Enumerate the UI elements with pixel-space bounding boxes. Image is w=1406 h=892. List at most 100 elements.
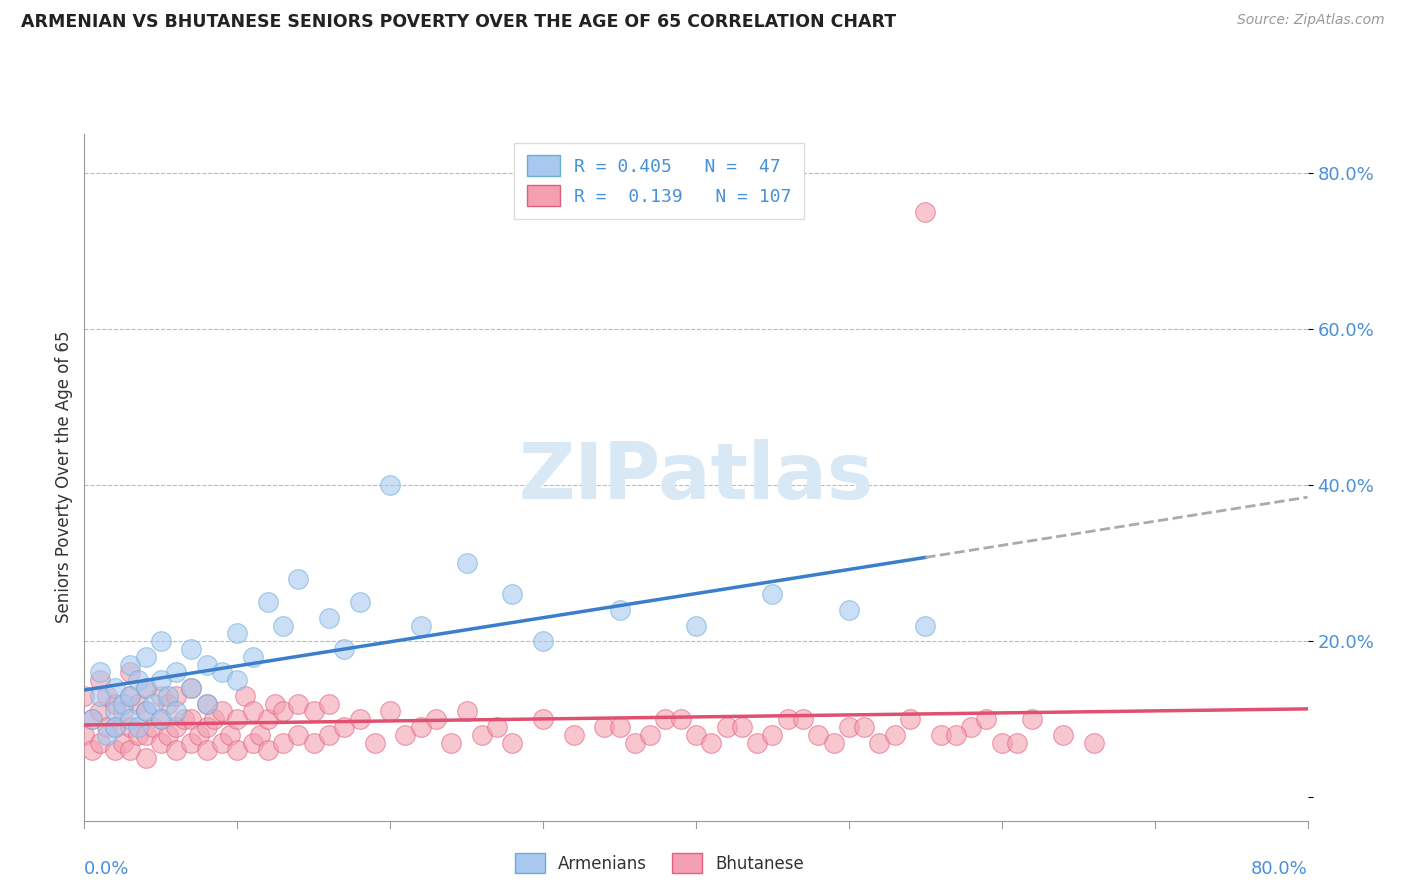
Point — [80, 712, 103, 726]
Point — [349, 595, 371, 609]
Point — [73, 689, 96, 703]
Point — [195, 720, 218, 734]
Point — [242, 705, 264, 719]
Point — [89, 705, 111, 719]
Point — [195, 657, 218, 672]
Point — [120, 720, 142, 734]
Point — [456, 705, 478, 719]
Point — [157, 728, 180, 742]
Point — [149, 712, 172, 726]
Point — [211, 705, 233, 719]
Point — [226, 626, 249, 640]
Point — [149, 634, 172, 648]
Point — [502, 587, 524, 601]
Point — [127, 720, 149, 734]
Point — [838, 720, 860, 734]
Point — [976, 712, 998, 726]
Point — [380, 705, 402, 719]
Point — [120, 665, 142, 680]
Point — [264, 697, 287, 711]
Point — [609, 603, 631, 617]
Point — [73, 728, 96, 742]
Point — [180, 642, 202, 657]
Point — [218, 728, 240, 742]
Point — [914, 205, 936, 219]
Point — [318, 697, 340, 711]
Point — [761, 587, 783, 601]
Point — [409, 720, 432, 734]
Point — [180, 735, 202, 749]
Point — [120, 689, 142, 703]
Point — [157, 697, 180, 711]
Point — [869, 735, 891, 749]
Point — [271, 735, 294, 749]
Point — [120, 743, 142, 757]
Point — [883, 728, 905, 742]
Point — [807, 728, 830, 742]
Point — [747, 735, 769, 749]
Point — [127, 673, 149, 687]
Point — [471, 728, 494, 742]
Point — [149, 689, 172, 703]
Point — [394, 728, 416, 742]
Point — [716, 720, 738, 734]
Point — [157, 689, 180, 703]
Point — [142, 720, 165, 734]
Point — [202, 712, 225, 726]
Point — [349, 712, 371, 726]
Point — [96, 728, 118, 742]
Point — [287, 697, 309, 711]
Point — [302, 705, 325, 719]
Point — [853, 720, 876, 734]
Point — [111, 735, 134, 749]
Point — [700, 735, 723, 749]
Point — [104, 697, 127, 711]
Point — [96, 689, 118, 703]
Point — [1052, 728, 1074, 742]
Point — [135, 751, 157, 765]
Point — [226, 673, 249, 687]
Point — [823, 735, 845, 749]
Point — [242, 735, 264, 749]
Point — [104, 720, 127, 734]
Point — [226, 743, 249, 757]
Point — [165, 665, 187, 680]
Point — [89, 735, 111, 749]
Point — [302, 735, 325, 749]
Point — [80, 712, 103, 726]
Point — [502, 735, 524, 749]
Point — [149, 735, 172, 749]
Point — [669, 712, 692, 726]
Point — [180, 712, 202, 726]
Point — [456, 556, 478, 570]
Point — [89, 689, 111, 703]
Point — [486, 720, 509, 734]
Point — [195, 743, 218, 757]
Point — [165, 689, 187, 703]
Point — [120, 689, 142, 703]
Point — [838, 603, 860, 617]
Point — [89, 665, 111, 680]
Text: 0.0%: 0.0% — [84, 860, 129, 878]
Point — [249, 728, 271, 742]
Point — [318, 728, 340, 742]
Text: ZIPatlas: ZIPatlas — [519, 439, 873, 516]
Point — [624, 735, 647, 749]
Point — [165, 743, 187, 757]
Point — [287, 572, 309, 586]
Point — [531, 712, 554, 726]
Point — [914, 618, 936, 632]
Point — [440, 735, 463, 749]
Point — [1083, 735, 1105, 749]
Point — [1021, 712, 1043, 726]
Point — [165, 720, 187, 734]
Text: ARMENIAN VS BHUTANESE SENIORS POVERTY OVER THE AGE OF 65 CORRELATION CHART: ARMENIAN VS BHUTANESE SENIORS POVERTY OV… — [21, 13, 896, 31]
Point — [195, 697, 218, 711]
Point — [135, 705, 157, 719]
Point — [761, 728, 783, 742]
Text: 80.0%: 80.0% — [1251, 860, 1308, 878]
Point — [165, 705, 187, 719]
Point — [120, 712, 142, 726]
Point — [945, 728, 967, 742]
Point — [80, 743, 103, 757]
